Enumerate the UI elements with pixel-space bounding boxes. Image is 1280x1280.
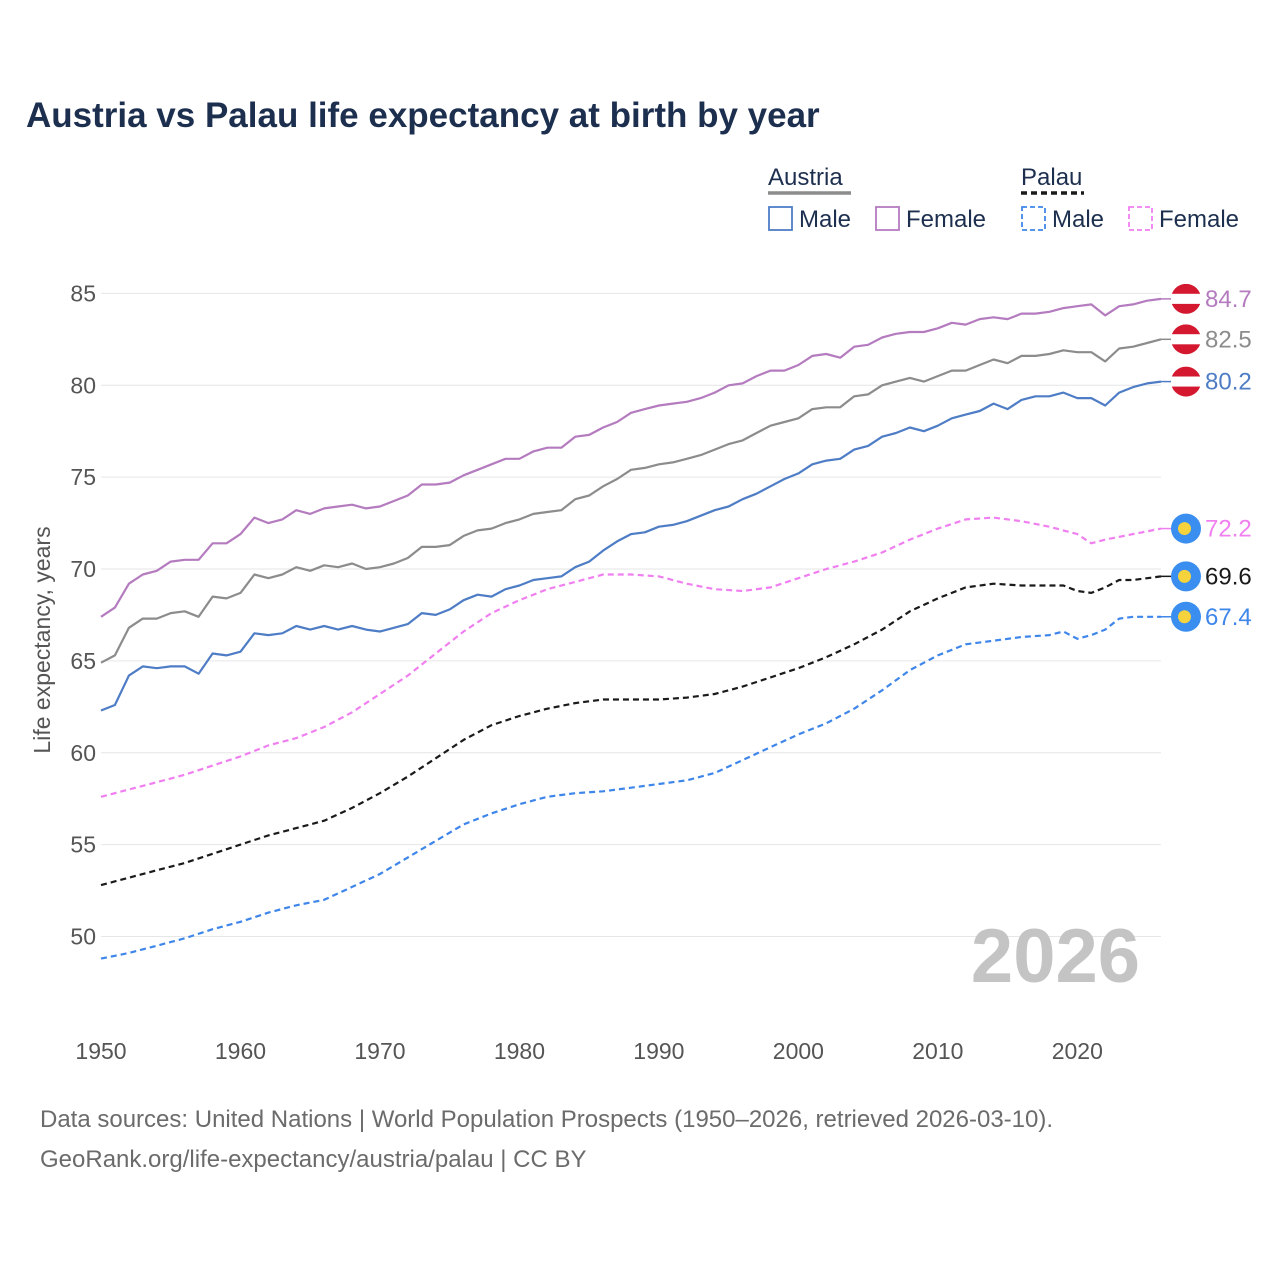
x-tick-label-1980: 1980 xyxy=(494,1038,545,1064)
flag-stripe-bottom xyxy=(1171,303,1201,314)
austria-flag-icon xyxy=(1171,283,1201,314)
end-value-label-palau-male: 67.4 xyxy=(1205,604,1252,631)
palau-flag-icon xyxy=(1171,601,1201,632)
x-tick-label-2010: 2010 xyxy=(912,1038,963,1064)
legend-palau-male-swatch[interactable] xyxy=(1021,206,1046,231)
legend-austria-male-label: Male xyxy=(799,206,851,233)
flag-stripe-top xyxy=(1171,283,1201,294)
palau-flag-icon xyxy=(1171,513,1201,544)
gridlines xyxy=(101,292,1161,937)
series-line-austria-both-sexes xyxy=(100,338,1162,664)
flag-stripe-bottom xyxy=(1171,344,1201,355)
y-tick-label-75: 75 xyxy=(70,464,96,490)
austria-flag-icon xyxy=(1171,324,1201,355)
x-tick-label-2000: 2000 xyxy=(773,1038,824,1064)
data-source-note: Data sources: United Nations | World Pop… xyxy=(40,1106,1054,1133)
flag-moon xyxy=(1178,522,1191,536)
flag-stripe-top xyxy=(1171,366,1201,377)
legend: Austria Male Female Palau Male Female xyxy=(768,164,1239,233)
legend-palau-female-swatch[interactable] xyxy=(1128,206,1153,231)
series-line-palau-female xyxy=(100,516,1162,798)
x-tick-label-2020: 2020 xyxy=(1052,1038,1103,1064)
flag-stripe-bottom xyxy=(1171,386,1201,397)
y-axis-label: Life expectancy, years xyxy=(29,526,55,753)
x-axis-ticks: 1950 1960 1970 1980 1990 2000 2010 2020 xyxy=(75,1038,1102,1064)
x-tick-label-1970: 1970 xyxy=(354,1038,405,1064)
legend-palau-female-label: Female xyxy=(1159,206,1239,233)
series-line-palau-both-sexes xyxy=(100,575,1162,887)
y-tick-label-55: 55 xyxy=(70,832,96,858)
austria-flag-icon xyxy=(1171,366,1201,397)
end-value-label-austria-female: 84.7 xyxy=(1205,286,1252,313)
flag-stripe-middle xyxy=(1171,376,1201,387)
y-tick-label-85: 85 xyxy=(70,280,96,306)
x-tick-label-1950: 1950 xyxy=(75,1038,126,1064)
series-line-palau-male xyxy=(100,615,1161,960)
chart-title: Austria vs Palau life expectancy at birt… xyxy=(26,96,820,135)
y-tick-label-60: 60 xyxy=(70,740,96,766)
palau-flag-icon xyxy=(1171,561,1201,592)
flag-stripe-top xyxy=(1171,324,1201,335)
end-value-label-austria-male: 80.2 xyxy=(1205,369,1252,396)
legend-palau-male-label: Male xyxy=(1052,206,1104,233)
legend-austria-female-label: Female xyxy=(906,206,986,233)
end-value-label-austria-both-sexes: 82.5 xyxy=(1205,326,1252,353)
flag-stripe-middle xyxy=(1171,334,1201,345)
series-line-austria-female xyxy=(100,297,1162,618)
end-value-label-palau-female: 72.2 xyxy=(1205,516,1252,543)
legend-austria-male-swatch[interactable] xyxy=(768,206,793,231)
y-tick-label-65: 65 xyxy=(70,648,96,674)
y-tick-label-80: 80 xyxy=(70,372,96,398)
end-value-label-palau-both-sexes: 69.6 xyxy=(1205,563,1252,590)
series-lines xyxy=(100,297,1162,960)
series-end-markers: 84.7 82.5 80.2 72.2 69.6 67.4 xyxy=(1161,283,1252,632)
flag-moon xyxy=(1178,569,1191,583)
legend-austria-female-swatch[interactable] xyxy=(875,206,900,231)
legend-group-palau: Palau xyxy=(1021,164,1082,191)
x-tick-label-1960: 1960 xyxy=(215,1038,266,1064)
flag-moon xyxy=(1178,610,1191,624)
series-line-austria-male xyxy=(100,380,1162,712)
y-tick-label-70: 70 xyxy=(70,556,96,582)
x-tick-label-1990: 1990 xyxy=(633,1038,684,1064)
legend-group-austria: Austria xyxy=(768,164,843,191)
source-link[interactable]: GeoRank.org/life-expectancy/austria/pala… xyxy=(40,1146,587,1173)
y-tick-label-50: 50 xyxy=(70,924,96,950)
y-axis-ticks: 50 55 60 65 70 75 80 85 xyxy=(70,280,96,949)
flag-stripe-middle xyxy=(1171,293,1201,304)
year-watermark: 2026 xyxy=(971,914,1140,999)
